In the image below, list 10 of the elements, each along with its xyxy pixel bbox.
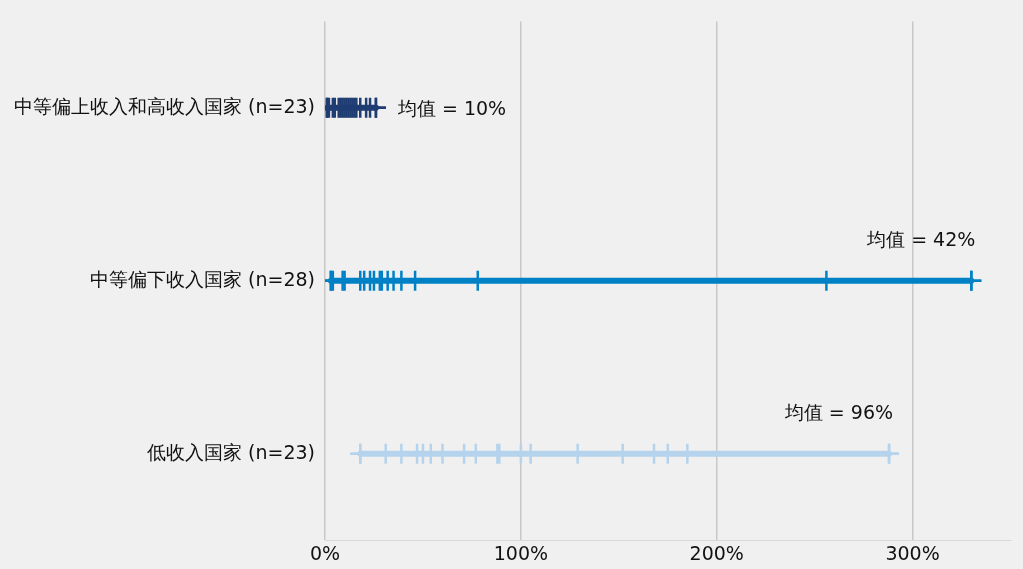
x-tick-label: 0% — [309, 541, 341, 564]
annotation: 均值 = 10% — [396, 96, 507, 119]
y-tick-label: 中等偏下收入国家 (n=28) — [89, 267, 315, 290]
y-tick-label: 中等偏上收入和高收入国家 (n=23) — [13, 94, 315, 117]
annotation: 均值 = 42% — [866, 227, 976, 250]
x-tick-label: 200% — [689, 541, 744, 564]
x-tick-label: 100% — [493, 541, 549, 564]
y-tick-label: 低收入国家 (n=23) — [146, 440, 315, 463]
annotation: 均值 = 96% — [783, 400, 894, 423]
x-tick-label: 300% — [885, 541, 940, 564]
